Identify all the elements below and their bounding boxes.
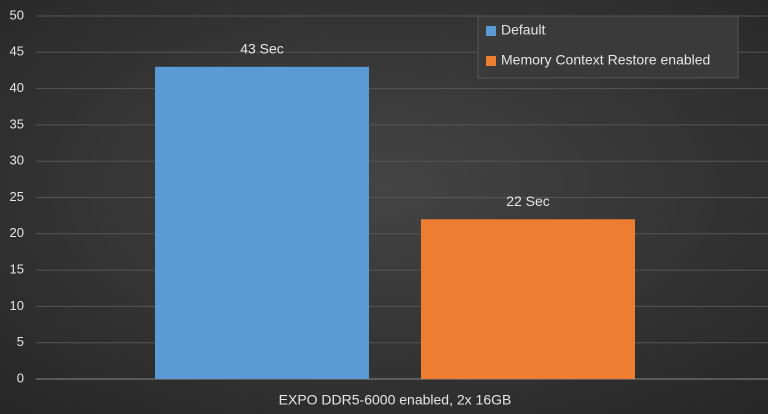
- legend-swatch: [486, 26, 496, 36]
- y-tick-label: 0: [17, 370, 24, 385]
- y-tick-label: 10: [10, 298, 24, 313]
- y-tick-label: 50: [10, 7, 24, 22]
- y-tick-label: 30: [10, 153, 24, 168]
- legend-label: Memory Context Restore enabled: [501, 52, 710, 68]
- bar: [421, 219, 635, 379]
- y-tick-label: 20: [10, 225, 24, 240]
- bar: [155, 66, 369, 379]
- data-label: 22 Sec: [506, 193, 550, 209]
- y-tick-label: 45: [10, 44, 24, 59]
- y-tick-label: 25: [10, 189, 24, 204]
- legend-swatch: [486, 56, 496, 66]
- y-tick-label: 35: [10, 116, 24, 131]
- legend-box: [477, 15, 739, 79]
- data-label: 43 Sec: [240, 41, 284, 57]
- y-tick-label: 15: [10, 262, 24, 277]
- y-tick-label: 5: [17, 334, 24, 349]
- y-tick-label: 40: [10, 80, 24, 95]
- legend-label: Default: [501, 22, 545, 38]
- x-tick-label: EXPO DDR5-6000 enabled, 2x 16GB: [279, 392, 512, 408]
